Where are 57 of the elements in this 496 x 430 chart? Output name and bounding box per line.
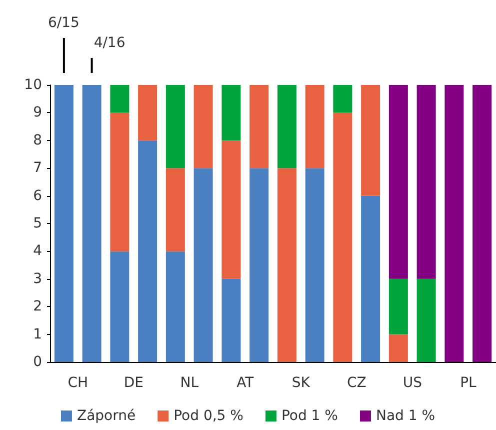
bar [250, 168, 269, 362]
x-tick-label: CH [68, 375, 88, 391]
bar [416, 278, 436, 362]
bar [110, 85, 130, 113]
bar [361, 196, 380, 362]
y-tick-label: 0 [33, 354, 42, 370]
bar [194, 168, 213, 362]
y-tick-label: 2 [33, 298, 42, 315]
x-tick-label: PL [460, 375, 477, 391]
bar [361, 85, 380, 196]
y-tick-label: 3 [33, 270, 42, 287]
bar [138, 140, 158, 362]
x-tick-label: CZ [347, 375, 366, 391]
bar [222, 140, 241, 279]
x-tick-label: US [402, 375, 422, 391]
bar [222, 278, 241, 362]
y-tick-label: 5 [33, 216, 42, 232]
bar [194, 85, 213, 168]
x-tick-label: DE [124, 375, 144, 391]
bar [54, 85, 74, 362]
legend-label: Záporné [76, 408, 136, 424]
y-tick-label: 1 [33, 326, 42, 342]
bar [388, 85, 408, 279]
legend-label: Pod 1 % [281, 408, 338, 424]
bar [82, 85, 102, 362]
legend-label: Nad 1 % [376, 408, 436, 424]
bar [166, 85, 185, 168]
bar [250, 85, 269, 168]
bar [277, 168, 296, 362]
bar [416, 85, 436, 279]
bar [166, 168, 185, 252]
y-tick-label: 6 [33, 188, 42, 204]
y-tick-label: 8 [33, 132, 42, 148]
text: 4/16 [94, 35, 126, 51]
x-tick-label: AT [236, 375, 254, 391]
text: 6/15 [48, 15, 80, 31]
bar [388, 278, 408, 334]
bar [388, 334, 408, 362]
x-tick-label: SK [292, 375, 311, 391]
bar [333, 112, 352, 362]
y-tick-label: 10 [24, 77, 42, 93]
bar [222, 85, 241, 140]
bar [305, 168, 324, 362]
bar [110, 251, 130, 362]
bar [166, 251, 185, 362]
x-tick-label: NL [180, 375, 199, 391]
legend-label: Pod 0,5 % [174, 408, 244, 424]
y-tick-label: 4 [33, 243, 42, 260]
bar [305, 85, 324, 168]
bar [472, 85, 492, 362]
bar [444, 85, 464, 362]
bar [333, 85, 352, 113]
y-tick-label: 9 [33, 104, 42, 121]
y-tick-label: 7 [33, 160, 42, 176]
bar [138, 85, 158, 140]
bar [277, 85, 296, 168]
bar [110, 112, 130, 252]
